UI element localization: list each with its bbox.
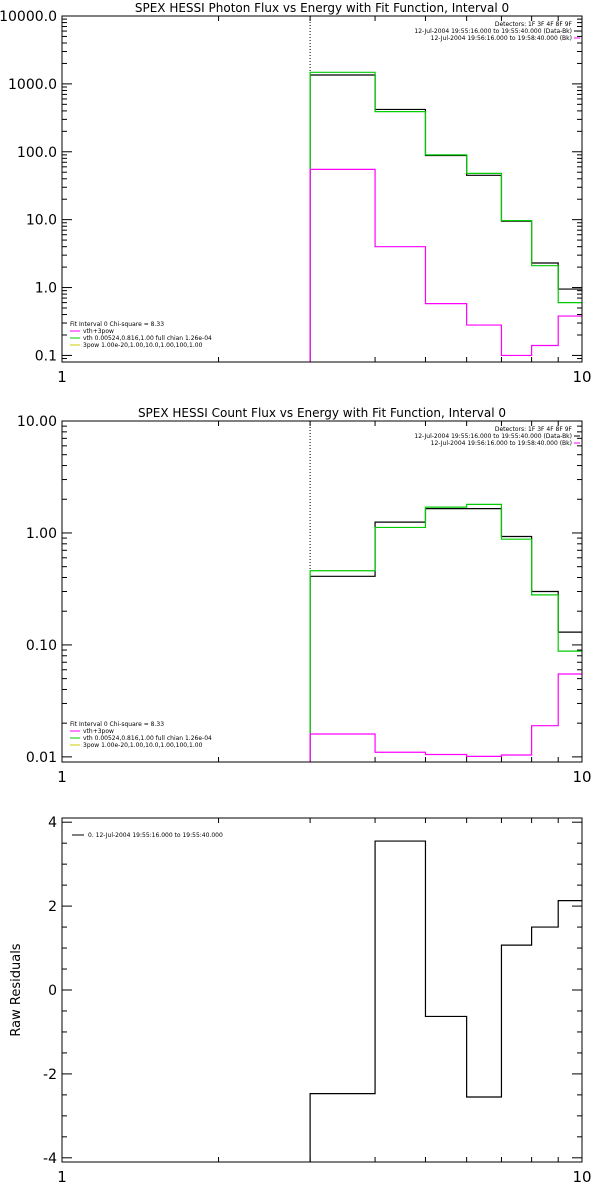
photon-legend-line: Fit Interval 0 Chi-square = 8.33 [70,321,164,328]
photon-panel: SPEX HESSI Photon Flux vs Energy with Fi… [0,1,592,386]
count-header-line: Detectors: 1F 3F 4F 8F 9F [495,426,573,433]
count-ytick-label: 10.00 [17,414,57,430]
count-legend-line: vth 0.00524,0.816,1.00 full chian 1.26e-… [83,735,212,742]
residuals-ytick-label: -2 [43,1067,57,1083]
residuals-plot-frame [61,817,583,1163]
photon-ytick-label: 100.0 [17,145,57,161]
photon-legend-line: vth 0.00524,0.816,1.00 full chian 1.26e-… [83,335,212,342]
photon-header-line: 12-Jul-2004 19:55:16.000 to 19:55:40.000… [414,28,572,35]
photon-header-line: Detectors: 1F 3F 4F 8F 9F [495,21,573,28]
count-plot-frame [61,420,583,763]
photon-series-1 [309,71,582,362]
photon-ytick-label: 1.0 [35,281,57,297]
count-panel: SPEX HESSI Count Flux vs Energy with Fit… [17,406,592,786]
residuals-ytick-label: -4 [43,1151,57,1167]
photon-legend-line: vth+3pow [83,328,114,335]
photon-plot-frame [61,15,583,363]
photon-series-2 [309,168,582,362]
photon-ytick-label: 10.0 [26,213,57,229]
count-legend-line: 3pow 1.00e-20,1.00,10.0,1.00,100,1.00 [83,742,203,749]
residuals-xtick-label: 1 [57,1168,67,1186]
residuals-xtick-label: 10 [572,1168,591,1186]
photon-legend-line: 3pow 1.00e-20,1.00,10.0,1.00,100,1.00 [83,342,203,349]
photon-ytick-label: 10000.0 [0,9,57,25]
count-xtick-label: 1 [57,768,67,786]
photon-title: SPEX HESSI Photon Flux vs Energy with Fi… [135,1,509,15]
count-ytick-label: 1.00 [26,526,57,542]
count-series-2 [309,673,582,762]
residuals-panel: Raw Residuals 1 10 -4 -2 0 2 4 0. 12-Jul-2004 19… [9,815,592,1186]
residuals-ytick-label: 2 [48,899,57,915]
photon-ytick-label: 1000.0 [8,77,57,93]
residuals-ylabel: Raw Residuals [9,943,24,1036]
residuals-series-0 [309,840,582,1162]
count-legend-line: vth+3pow [83,728,114,735]
count-ytick-label: 0.10 [26,638,57,654]
count-ytick-label: 0.01 [26,750,57,766]
residuals-legend-line: 0. 12-Jul-2004 19:55:16.000 to 19:55:40.… [88,832,223,839]
photon-xtick-label: 10 [572,368,591,386]
count-header-line: 12-Jul-2004 19:55:16.000 to 19:55:40.000… [414,433,572,440]
count-legend-line: Fit Interval 0 Chi-square = 8.33 [70,721,164,728]
residuals-ytick-label: 0 [48,983,57,999]
photon-xtick-label: 1 [57,368,67,386]
photon-ytick-label: 0.1 [35,348,57,364]
photon-header-line: 12-Jul-2004 19:56:16.000 to 19:58:40.000… [431,35,572,42]
count-header-line: 12-Jul-2004 19:56:16.000 to 19:58:40.000… [431,440,572,447]
count-series-1 [309,503,582,762]
count-xtick-label: 10 [572,768,591,786]
residuals-ytick-label: 4 [48,815,57,831]
count-title: SPEX HESSI Count Flux vs Energy with Fit… [138,406,506,420]
